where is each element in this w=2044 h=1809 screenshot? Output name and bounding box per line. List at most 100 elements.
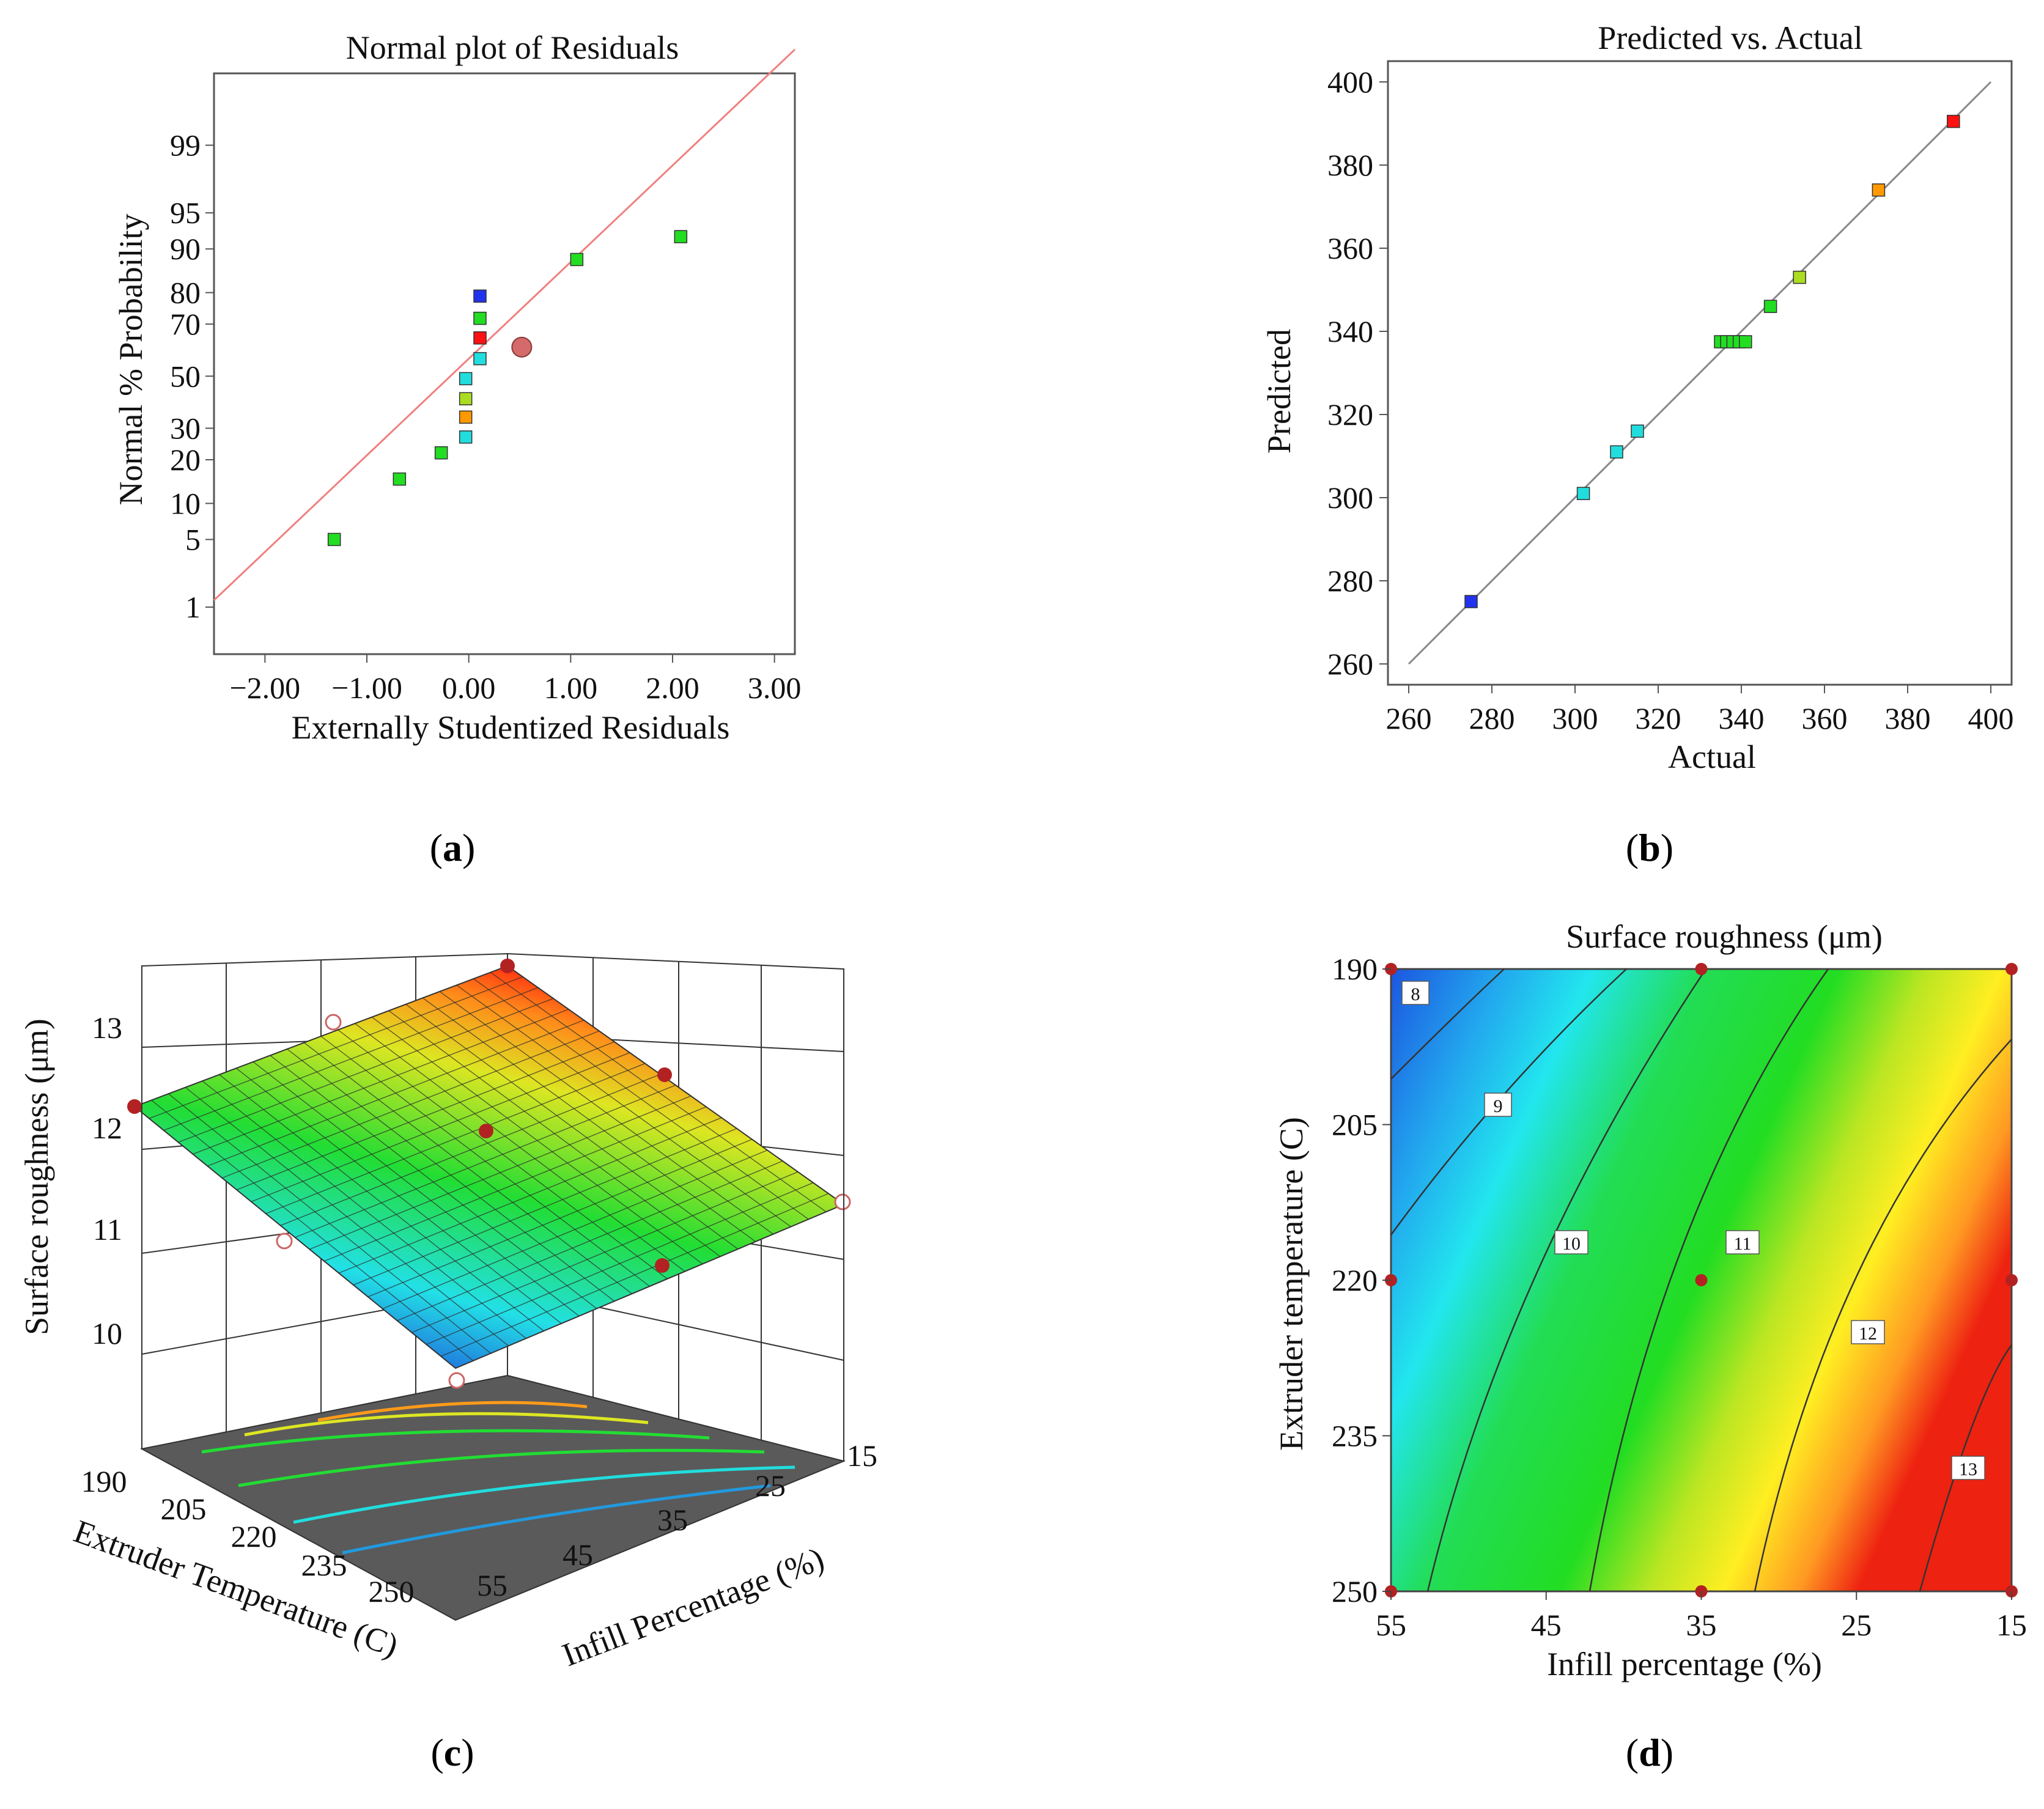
y-tick-label: 1 (185, 590, 201, 624)
x-tick-label: 25 (1841, 1608, 1872, 1642)
y-tick-label: 190 (1332, 952, 1378, 986)
design-points (127, 959, 851, 1389)
response-surface (133, 965, 846, 1369)
design-point (479, 1124, 493, 1138)
mesh-line (295, 1085, 676, 1238)
data-point (1576, 487, 1590, 500)
y-tick-label: 55 (477, 1568, 507, 1602)
residual-point (473, 311, 487, 325)
chart-title: Normal plot of Residuals (346, 29, 679, 66)
x-axis-label: Externally Studentized Residuals (292, 709, 730, 746)
predicted-vs-actual-chart: Predicted vs. Actual 260 280 300 320 340 360 3… (1261, 20, 2014, 775)
residual-point (393, 472, 407, 486)
mesh-line (397, 1160, 783, 1321)
x-tick-label: 15 (1996, 1608, 2027, 1642)
x-tick-label: 1.00 (544, 671, 598, 705)
data-point (1872, 183, 1886, 197)
mesh-line (456, 984, 791, 1228)
x-tick-label: 235 (301, 1548, 347, 1582)
x-tick-label: 190 (81, 1464, 127, 1498)
mesh-line (405, 1004, 739, 1250)
design-point (834, 1193, 851, 1210)
mesh-line (473, 978, 809, 1220)
panel-label-d: (d) (1625, 1731, 1674, 1774)
contour-label-box (1725, 1230, 1760, 1255)
data-point (1793, 270, 1806, 284)
y-tick-label: 260 (1327, 647, 1373, 681)
plot-frame (213, 72, 796, 655)
data-point (1610, 445, 1623, 459)
x-tick-label: 360 (1802, 701, 1848, 735)
y-tick-label: 250 (1332, 1574, 1378, 1608)
contour-label-box (1484, 1092, 1512, 1117)
mesh-line (411, 1171, 799, 1333)
data-point (1947, 114, 1960, 128)
y-tick-label: 400 (1327, 65, 1373, 99)
mesh-line (382, 1149, 768, 1310)
chart-title: Surface roughness (μm) (1566, 918, 1883, 955)
contour-label: 13 (1959, 1459, 1977, 1479)
residual-point (570, 252, 584, 267)
x-tick-label: 35 (1686, 1608, 1717, 1642)
y-tick-label: 220 (1332, 1263, 1378, 1297)
z-tick-label: 11 (93, 1212, 122, 1247)
design-point (2005, 963, 2018, 975)
mesh-line (323, 1106, 707, 1262)
design-point (127, 1099, 142, 1114)
residual-point (459, 430, 473, 444)
mesh-line (371, 1017, 703, 1265)
mesh-line (388, 1010, 721, 1257)
x-tick-label: −1.00 (331, 671, 402, 705)
contour-label: 8 (1411, 984, 1420, 1004)
y-tick-label: 90 (170, 232, 201, 266)
frame-edges (141, 966, 844, 1461)
x-tick-label: 205 (161, 1492, 207, 1526)
design-point (276, 1232, 293, 1250)
y-tick-label: 320 (1327, 397, 1373, 432)
design-point (325, 1014, 342, 1031)
design-point (2005, 1274, 2018, 1286)
floor-contours (201, 1401, 795, 1555)
mesh-line (426, 1182, 814, 1345)
mesh-line (338, 1117, 722, 1274)
z-axis-label: Surface roughness (μm) (18, 1019, 55, 1335)
contour-label-box (1554, 1230, 1588, 1255)
design-point (1695, 963, 1708, 975)
design-point (1695, 1274, 1708, 1286)
contour-label-box (1851, 1320, 1885, 1344)
y-tick-label: 300 (1327, 481, 1373, 515)
x-tick-label: 260 (1386, 701, 1432, 735)
residual-point (674, 230, 688, 243)
y-tick-label: 80 (170, 276, 201, 310)
y-tick-label: 235 (1332, 1419, 1378, 1453)
y-tick-label: 380 (1327, 148, 1373, 182)
y-tick-label: 15 (847, 1439, 877, 1473)
contour-label: 11 (1734, 1234, 1752, 1254)
y-tick-label: 50 (170, 359, 201, 393)
design-point (657, 1067, 672, 1082)
y-tick-label: 20 (170, 443, 201, 477)
residual-point (473, 289, 487, 303)
y-tick-label: 45 (563, 1538, 593, 1572)
panel-label-a: (a) (429, 826, 476, 869)
y-axis-label: Normal % Probability (113, 214, 149, 506)
contour-chart: Surface roughness (μm) 8 9 10 11 12 13 55 45 35… (1273, 918, 2027, 1682)
y-tick-label: 30 (170, 411, 201, 445)
fit-line (213, 48, 796, 601)
x-tick-label: 400 (1968, 701, 2014, 735)
y-tick-label: 25 (755, 1468, 786, 1503)
data-point (1464, 595, 1478, 608)
mesh-line (440, 1193, 829, 1357)
mesh-line (355, 1023, 685, 1272)
x-tick-label: 320 (1636, 701, 1681, 735)
x-tick-label: 0.00 (442, 671, 496, 705)
mesh-line (353, 1128, 737, 1286)
mesh-line (490, 971, 827, 1212)
y-tick-label: 280 (1327, 564, 1373, 598)
z-tick-label: 13 (92, 1011, 122, 1045)
contour-label: 9 (1494, 1096, 1503, 1116)
plot-frame (1387, 60, 2013, 686)
chart-title: Predicted vs. Actual (1598, 20, 1862, 56)
x-tick-label: 220 (231, 1519, 277, 1553)
y-tick-label: 70 (170, 307, 201, 341)
